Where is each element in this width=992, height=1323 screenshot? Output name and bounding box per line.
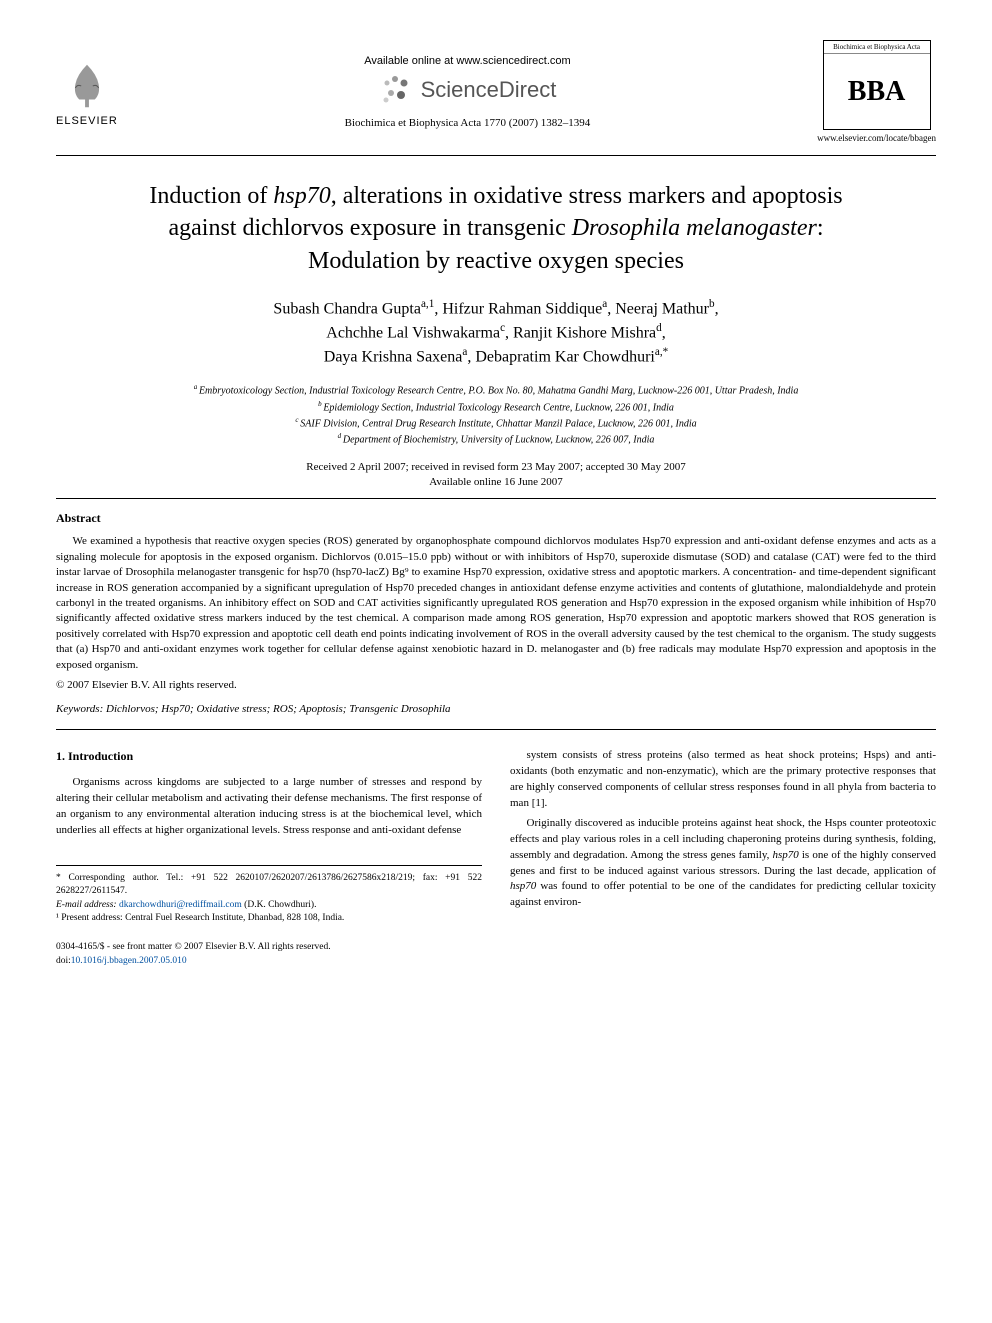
elsevier-tree-icon	[58, 57, 116, 115]
abstract-heading: Abstract	[56, 511, 936, 526]
affil-text: SAIF Division, Central Drug Research Ins…	[300, 418, 696, 429]
title-text: Modulation by reactive oxygen species	[308, 248, 684, 274]
author-affil-mark: a,1	[421, 298, 434, 310]
doi-link[interactable]: 10.1016/j.bbagen.2007.05.010	[71, 956, 187, 966]
doi-label: doi:	[56, 956, 71, 966]
email-label: E-mail address:	[56, 900, 117, 910]
header-center: Available online at www.sciencedirect.co…	[118, 55, 817, 129]
corr-email-line: E-mail address: dkarchowdhuri@rediffmail…	[56, 899, 482, 912]
para-italic: hsp70	[772, 849, 798, 861]
left-column: 1. Introduction Organisms across kingdom…	[56, 748, 482, 925]
author: Neeraj Mathur	[615, 301, 709, 318]
body-columns: 1. Introduction Organisms across kingdom…	[56, 748, 936, 925]
author-affil-mark: a	[462, 346, 467, 358]
author: Achchhe Lal Vishwakarma	[326, 324, 500, 341]
author: Hifzur Rahman Siddique	[442, 301, 602, 318]
journal-header: ELSEVIER Available online at www.science…	[56, 40, 936, 143]
bba-journal-name: Biochimica et Biophysica Acta	[824, 41, 930, 54]
bba-letters: BBA	[824, 54, 930, 129]
corr-email-link[interactable]: dkarchowdhuri@rediffmail.com	[119, 900, 242, 910]
affil-text: Epidemiology Section, Industrial Toxicol…	[323, 402, 674, 413]
header-rule	[56, 155, 936, 156]
footer-meta: 0304-4165/$ - see front matter © 2007 El…	[56, 941, 936, 968]
affil-text: Department of Biochemistry, University o…	[343, 435, 655, 446]
available-online: Available online at www.sciencedirect.co…	[118, 55, 817, 67]
keywords-text: Dichlorvos; Hsp70; Oxidative stress; ROS…	[103, 703, 450, 715]
title-text: against dichlorvos exposure in transgeni…	[168, 215, 571, 241]
author-affil-mark: a	[602, 298, 607, 310]
bba-box: Biochimica et Biophysica Acta BBA	[823, 40, 931, 130]
article-title: Induction of hsp70, alterations in oxida…	[56, 180, 936, 277]
dates-line1: Received 2 April 2007; received in revis…	[306, 461, 685, 473]
abstract-body: We examined a hypothesis that reactive o…	[56, 534, 936, 673]
title-text: Induction of	[149, 183, 273, 209]
intro-para: Originally discovered as inducible prote…	[510, 816, 936, 912]
abstract-bottom-rule	[56, 729, 936, 730]
front-matter-line: 0304-4165/$ - see front matter © 2007 El…	[56, 941, 936, 954]
sciencedirect-name: ScienceDirect	[421, 77, 557, 103]
author: Ranjit Kishore Mishra	[513, 324, 656, 341]
para-text: was found to offer potential to be one o…	[510, 880, 936, 908]
copyright-line: © 2007 Elsevier B.V. All rights reserved…	[56, 679, 936, 691]
affil-text: Embryotoxicology Section, Industrial Tox…	[199, 386, 798, 397]
author-affil-mark: c	[500, 322, 505, 334]
elsevier-name: ELSEVIER	[56, 115, 118, 127]
affiliations: a Embryotoxicology Section, Industrial T…	[56, 382, 936, 447]
keywords-label: Keywords:	[56, 703, 103, 715]
author-affil-mark: d	[656, 322, 662, 334]
para-italic: hsp70	[510, 880, 536, 892]
title-italic-1: hsp70	[273, 183, 330, 209]
corr-author: * Corresponding author. Tel.: +91 522 26…	[56, 872, 482, 899]
author-affil-mark: a,*	[655, 346, 668, 358]
author: Daya Krishna Saxena	[324, 348, 463, 365]
present-address: ¹ Present address: Central Fuel Research…	[56, 912, 482, 925]
intro-heading: 1. Introduction	[56, 748, 482, 765]
dates-line2: Available online 16 June 2007	[429, 476, 563, 488]
intro-para: system consists of stress proteins (also…	[510, 748, 936, 812]
elsevier-logo: ELSEVIER	[56, 57, 118, 127]
corresponding-footnotes: * Corresponding author. Tel.: +91 522 26…	[56, 865, 482, 925]
abstract-text: We examined a hypothesis that reactive o…	[56, 534, 936, 673]
bba-url: www.elsevier.com/locate/bbagen	[817, 133, 936, 143]
keywords-line: Keywords: Dichlorvos; Hsp70; Oxidative s…	[56, 703, 936, 715]
intro-para: Organisms across kingdoms are subjected …	[56, 775, 482, 839]
journal-reference: Biochimica et Biophysica Acta 1770 (2007…	[118, 117, 817, 129]
author-affil-mark: b	[709, 298, 715, 310]
article-dates: Received 2 April 2007; received in revis…	[56, 460, 936, 491]
author-list: Subash Chandra Guptaa,1, Hifzur Rahman S…	[56, 297, 936, 368]
sciencedirect-icon	[379, 73, 413, 107]
author: Debapratim Kar Chowdhuri	[475, 348, 655, 365]
email-suffix: (D.K. Chowdhuri).	[242, 900, 317, 910]
doi-line: doi:10.1016/j.bbagen.2007.05.010	[56, 955, 936, 968]
right-column: system consists of stress proteins (also…	[510, 748, 936, 925]
bba-logo: Biochimica et Biophysica Acta BBA www.el…	[817, 40, 936, 143]
sciencedirect-logo: ScienceDirect	[118, 73, 817, 107]
title-text: , alterations in oxidative stress marker…	[331, 183, 843, 209]
title-text: :	[817, 215, 824, 241]
abstract-top-rule	[56, 498, 936, 499]
author: Subash Chandra Gupta	[273, 301, 421, 318]
para-text: system consists of stress proteins (also…	[510, 749, 936, 809]
title-italic-2: Drosophila melanogaster	[572, 215, 817, 241]
